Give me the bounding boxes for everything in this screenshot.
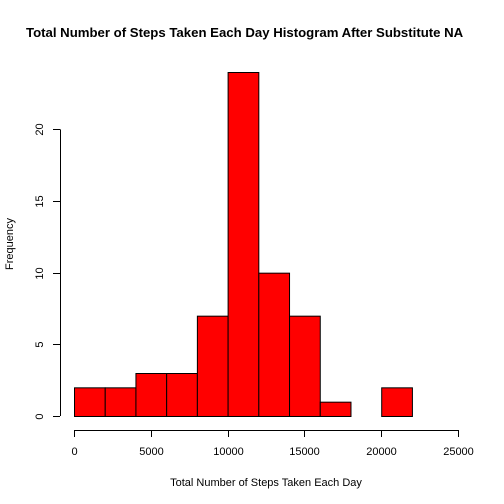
y-tick-label: 20 [34,123,46,135]
x-axis: 0 5000 10000 15000 20000 25000 [71,430,474,458]
y-axis-label: Frequency [4,218,16,270]
y-tick-label: 5 [34,341,46,347]
histogram-bar [227,72,260,417]
histogram-bar [258,272,291,417]
histogram-bar [289,315,321,417]
histogram-bar [135,373,168,417]
x-tick-label: 10000 [213,446,244,458]
histogram-bar [381,387,413,418]
y-tick-label: 15 [34,195,46,207]
histogram-bar [74,387,106,418]
histogram-bar [196,315,229,417]
y-axis: 0 5 10 15 20 [34,123,61,420]
x-axis-label: Total Number of Steps Taken Each Day [170,477,362,489]
x-tick-label: 5000 [139,446,163,458]
histogram-bar [166,373,198,417]
x-tick-label: 15000 [289,446,320,458]
bars-layer [74,72,413,418]
x-tick-label: 20000 [366,446,397,458]
y-tick-label: 10 [34,267,46,279]
chart-title: Total Number of Steps Taken Each Day His… [26,25,464,40]
x-tick-label: 25000 [443,446,474,458]
x-tick-label: 0 [71,446,77,458]
y-tick-label: 0 [34,413,46,419]
histogram-bar [104,387,137,418]
histogram-bar [319,401,352,417]
